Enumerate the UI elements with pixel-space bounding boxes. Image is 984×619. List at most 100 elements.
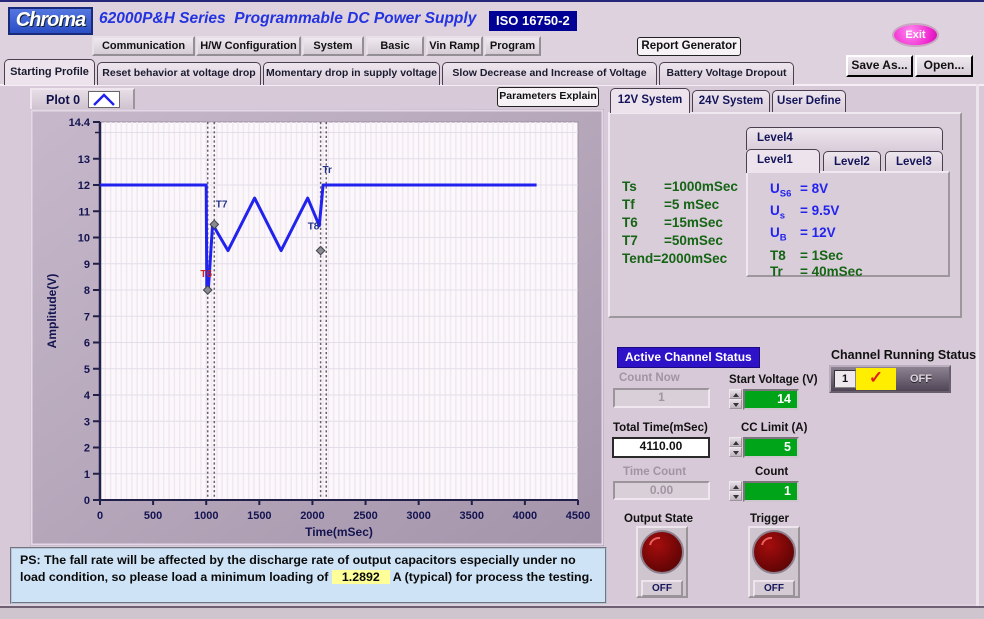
- tab-24v-system[interactable]: 24V System: [692, 90, 770, 113]
- timing-tend: Tend=2000mSec: [622, 251, 728, 266]
- svg-text:10: 10: [78, 233, 90, 245]
- tab-reset-behavior[interactable]: Reset behavior at voltage drop: [97, 62, 261, 85]
- value-tr: Tr = 40mSec: [770, 264, 863, 280]
- value-ub: UB = 12V: [770, 225, 836, 245]
- value-us6: US6 = 8V: [770, 181, 829, 200]
- trigger-knob[interactable]: [752, 530, 796, 574]
- window-top-edge: [0, 0, 984, 2]
- svg-text:0: 0: [84, 495, 90, 507]
- svg-text:Tr: Tr: [323, 165, 333, 176]
- svg-text:11: 11: [78, 206, 90, 218]
- tab-level3[interactable]: Level3: [885, 151, 943, 173]
- timing-parameters: Ts =1000mSec Tf =5 mSec T6 =15mSec T7 =50mSe…: [622, 178, 738, 268]
- svg-text:8: 8: [84, 285, 90, 297]
- trigger-control: OFF: [748, 526, 800, 598]
- tab-12v-system[interactable]: 12V System: [610, 88, 690, 113]
- svg-text:14.4: 14.4: [69, 117, 91, 129]
- waveform-chart[interactable]: 0 500 1000 1500 2000 2500 3000 3500 4000 45000123…: [30, 109, 604, 546]
- timing-tf: Tf =5 mSec: [622, 197, 720, 212]
- svg-text:3000: 3000: [406, 510, 430, 522]
- count-now-field: 1: [613, 388, 710, 408]
- trigger-label: Trigger: [750, 513, 789, 525]
- count-now-label: Count Now: [619, 372, 680, 384]
- start-voltage-stepper[interactable]: [729, 389, 742, 409]
- check-icon[interactable]: ✓: [856, 368, 896, 390]
- svg-text:4000: 4000: [513, 510, 537, 522]
- ps-note-text-after: A (typical) for process the testing.: [389, 569, 593, 584]
- count-field[interactable]: 1: [743, 481, 799, 502]
- svg-text:1: 1: [84, 469, 90, 481]
- cc-limit-field[interactable]: 5: [743, 437, 799, 458]
- active-channel-status-banner: Active Channel Status: [617, 347, 760, 368]
- start-voltage-label: Start Voltage (V): [729, 374, 818, 386]
- exit-button[interactable]: Exit: [892, 23, 939, 47]
- output-state-control: OFF: [636, 526, 688, 598]
- menu-basic[interactable]: Basic: [366, 36, 424, 56]
- minimum-loading-value: 1.2892: [331, 569, 390, 584]
- tab-level2[interactable]: Level2: [823, 151, 881, 173]
- svg-text:Amplitude(V): Amplitude(V): [45, 274, 59, 349]
- chroma-logo: Chroma: [8, 7, 93, 35]
- svg-text:4500: 4500: [566, 510, 590, 522]
- tab-battery-voltage-dropout[interactable]: Battery Voltage Dropout: [659, 62, 794, 85]
- menu-vin-ramp[interactable]: Vin Ramp: [426, 36, 483, 56]
- svg-text:5: 5: [84, 364, 90, 376]
- tab-level1[interactable]: Level1: [746, 149, 820, 173]
- count-stepper[interactable]: [729, 481, 742, 501]
- svg-text:9: 9: [84, 259, 90, 271]
- stepper-down-icon[interactable]: [729, 447, 742, 457]
- tab-slow-decrease-increase[interactable]: Slow Decrease and Increase of Voltage: [442, 62, 657, 85]
- waveform-swatch-icon: [88, 91, 121, 108]
- svg-text:1500: 1500: [247, 510, 271, 522]
- svg-text:0: 0: [97, 510, 103, 522]
- menu-hw-configuration[interactable]: H/W Configuration: [196, 36, 301, 56]
- menu-program[interactable]: Program: [484, 36, 541, 56]
- timing-ts: Ts =1000mSec: [622, 179, 738, 194]
- save-as-button[interactable]: Save As...: [846, 55, 913, 77]
- svg-text:3: 3: [84, 416, 90, 428]
- svg-text:T8: T8: [308, 222, 320, 233]
- svg-text:13: 13: [78, 154, 90, 166]
- tab-user-define[interactable]: User Define: [772, 90, 846, 113]
- svg-text:T6: T6: [200, 269, 212, 280]
- svg-text:3500: 3500: [460, 510, 484, 522]
- channel-running-status-control[interactable]: 1 ✓ OFF: [829, 365, 951, 393]
- stepper-down-icon[interactable]: [729, 399, 742, 409]
- svg-text:6: 6: [84, 338, 90, 350]
- count-label: Count: [755, 466, 789, 478]
- stepper-up-icon[interactable]: [729, 437, 742, 447]
- stepper-up-icon[interactable]: [729, 389, 742, 399]
- iso-standard-badge: ISO 16750-2: [489, 11, 577, 31]
- report-generator-button[interactable]: Report Generator: [637, 37, 741, 56]
- tab-level4[interactable]: Level4: [746, 127, 943, 150]
- svg-text:500: 500: [144, 510, 162, 522]
- time-count-label: Time Count: [623, 466, 687, 478]
- value-us: Us = 9.5V: [770, 203, 840, 222]
- cc-limit-stepper[interactable]: [729, 437, 742, 457]
- svg-text:2: 2: [84, 443, 90, 455]
- open-button[interactable]: Open...: [915, 55, 973, 77]
- start-voltage-field[interactable]: 14: [743, 389, 799, 410]
- plot-legend[interactable]: Plot 0: [30, 88, 135, 111]
- trigger-value: OFF: [753, 580, 795, 597]
- tab-momentary-drop[interactable]: Momentary drop in supply voltage: [263, 62, 440, 85]
- total-time-field[interactable]: 4110.00: [612, 437, 710, 458]
- menu-communication[interactable]: Communication: [92, 36, 195, 56]
- value-t8: T8 = 1Sec: [770, 247, 844, 263]
- svg-text:4: 4: [84, 390, 91, 402]
- channel-state: OFF: [910, 373, 932, 385]
- app-title: 62000P&H Series Programmable DC Power Su…: [99, 10, 477, 27]
- output-state-knob[interactable]: [640, 530, 684, 574]
- stepper-up-icon[interactable]: [729, 481, 742, 491]
- menu-system[interactable]: System: [302, 36, 364, 56]
- stepper-down-icon[interactable]: [729, 491, 742, 501]
- output-state-label: Output State: [624, 513, 693, 525]
- channel-running-status-label: Channel Running Status: [831, 348, 977, 362]
- ps-note-text: PS: The fall rate will be affected by th…: [20, 553, 576, 584]
- channel-number: 1: [834, 370, 856, 388]
- cc-limit-label: CC Limit (A): [741, 422, 808, 434]
- plot-legend-label: Plot 0: [46, 92, 81, 107]
- tab-starting-profile[interactable]: Starting Profile: [4, 59, 95, 85]
- parameters-explain-button[interactable]: Parameters Explain: [497, 87, 599, 107]
- svg-text:T7: T7: [216, 199, 228, 210]
